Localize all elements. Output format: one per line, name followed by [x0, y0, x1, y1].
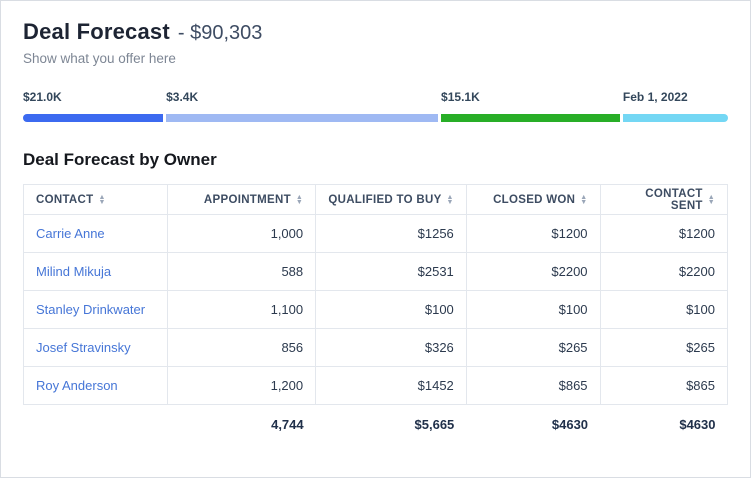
contact-sent-cell: $265	[599, 328, 729, 367]
contact-link[interactable]: Milind Mikuja	[36, 264, 112, 279]
contact-sent-cell: $100	[599, 290, 729, 329]
table-section-title: Deal Forecast by Owner	[23, 150, 217, 169]
closed-won-cell: $865	[465, 366, 601, 405]
sort-icon[interactable]: ▲ ▼	[295, 193, 304, 206]
table-row: Roy Anderson 1,200 $1452 $865 $865	[23, 366, 729, 405]
column-header-contact-sent-label: CONTACT SENT	[645, 187, 703, 212]
column-header-closed-won[interactable]: CLOSED WON ▲ ▼	[465, 184, 601, 215]
bar-segment-2-label: $3.4K	[166, 90, 199, 104]
closed-won-cell: $2200	[465, 252, 601, 291]
contact-cell: Carrie Anne	[23, 214, 168, 253]
page-title: Deal Forecast	[23, 19, 170, 44]
contact-cell: Josef Stravinsky	[23, 328, 168, 367]
contact-cell: Roy Anderson	[23, 366, 168, 405]
bar-segment-3: $15.1K	[441, 90, 623, 122]
contact-cell: Stanley Drinkwater	[23, 290, 168, 329]
appointment-cell: 856	[166, 328, 317, 367]
sort-icon[interactable]: ▲ ▼	[446, 193, 454, 206]
column-header-appointment-label: APPOINTMENT	[203, 193, 291, 206]
contact-link[interactable]: Roy Anderson	[36, 378, 118, 393]
qualified-to-buy-cell: $100	[315, 290, 467, 329]
bar-segment-1-fill	[23, 114, 164, 122]
sort-icon[interactable]: ▲ ▼	[580, 193, 588, 206]
bar-segment-1: $21.0K	[23, 90, 166, 122]
column-header-appointment[interactable]: APPOINTMENT ▲ ▼	[166, 184, 317, 215]
table-row: Stanley Drinkwater 1,100 $100 $100 $100	[23, 290, 729, 329]
table-row: Carrie Anne 1,000 $1256 $1200 $1200	[23, 214, 729, 253]
table-row: Milind Mikuja 588 $2531 $2200 $2200	[23, 252, 729, 291]
table-header-row: CONTACT ▲ ▼ APPOINTMENT ▲ ▼ QUALIFIED TO BUY…	[23, 184, 729, 215]
totals-contact-sent: $4630	[600, 404, 728, 443]
appointment-cell: 1,200	[166, 366, 317, 405]
totals-row: 4,744 $5,665 $4630 $4630	[23, 404, 728, 443]
contact-cell: Milind Mikuja	[23, 252, 168, 291]
column-header-contact[interactable]: CONTACT ▲ ▼	[23, 184, 168, 215]
deal-forecast-table: CONTACT ▲ ▼ APPOINTMENT ▲ ▼ QUALIFIED TO BUY…	[23, 184, 729, 443]
forecast-progress-bar: $21.0K $3.4K $15.1K Feb 1, 2022	[23, 90, 728, 122]
column-header-closed-won-label: CLOSED WON	[493, 193, 576, 206]
page-subtitle: Show what you offer here	[23, 51, 176, 66]
bar-segment-1-label: $21.0K	[23, 90, 62, 104]
closed-won-cell: $100	[465, 290, 601, 329]
sort-icon[interactable]: ▲ ▼	[707, 193, 715, 206]
appointment-cell: 1,000	[166, 214, 317, 253]
column-header-qualified-to-buy-label: QUALIFIED TO BUY	[328, 193, 442, 206]
totals-empty-cell	[23, 404, 168, 443]
closed-won-cell: $1200	[465, 214, 601, 253]
contact-sent-cell: $2200	[599, 252, 729, 291]
sort-icon[interactable]: ▲ ▼	[98, 193, 106, 206]
forecast-amount: - $90,303	[177, 22, 263, 44]
totals-qualified-to-buy: $5,665	[315, 404, 467, 443]
qualified-to-buy-cell: $2531	[315, 252, 467, 291]
totals-closed-won: $4630	[466, 404, 601, 443]
contact-sent-cell: $865	[599, 366, 729, 405]
qualified-to-buy-cell: $1256	[315, 214, 467, 253]
column-header-contact-sent[interactable]: CONTACT SENT ▲ ▼	[599, 184, 729, 215]
totals-appointment: 4,744	[167, 404, 316, 443]
qualified-to-buy-cell: $1452	[315, 366, 467, 405]
contact-link[interactable]: Carrie Anne	[36, 226, 105, 241]
bar-segment-2-fill	[166, 114, 439, 122]
closed-won-cell: $265	[465, 328, 601, 367]
contact-link[interactable]: Stanley Drinkwater	[36, 302, 146, 317]
appointment-cell: 588	[166, 252, 317, 291]
bar-segment-4: Feb 1, 2022	[622, 90, 728, 122]
contact-sent-cell: $1200	[599, 214, 729, 253]
table-row: Josef Stravinsky 856 $326 $265 $265	[23, 328, 729, 367]
column-header-contact-label: CONTACT	[36, 193, 94, 206]
column-header-qualified-to-buy[interactable]: QUALIFIED TO BUY ▲ ▼	[315, 184, 467, 215]
bar-segment-4-fill	[622, 114, 728, 122]
bar-segment-3-label: $15.1K	[441, 90, 480, 104]
contact-link[interactable]: Josef Stravinsky	[36, 340, 131, 355]
bar-segment-2: $3.4K	[166, 90, 441, 122]
appointment-cell: 1,100	[166, 290, 317, 329]
bar-segment-4-label: Feb 1, 2022	[622, 90, 688, 104]
card-header: Deal Forecast - $90,303	[23, 19, 728, 45]
qualified-to-buy-cell: $326	[315, 328, 467, 367]
bar-segment-3-fill	[441, 114, 620, 122]
